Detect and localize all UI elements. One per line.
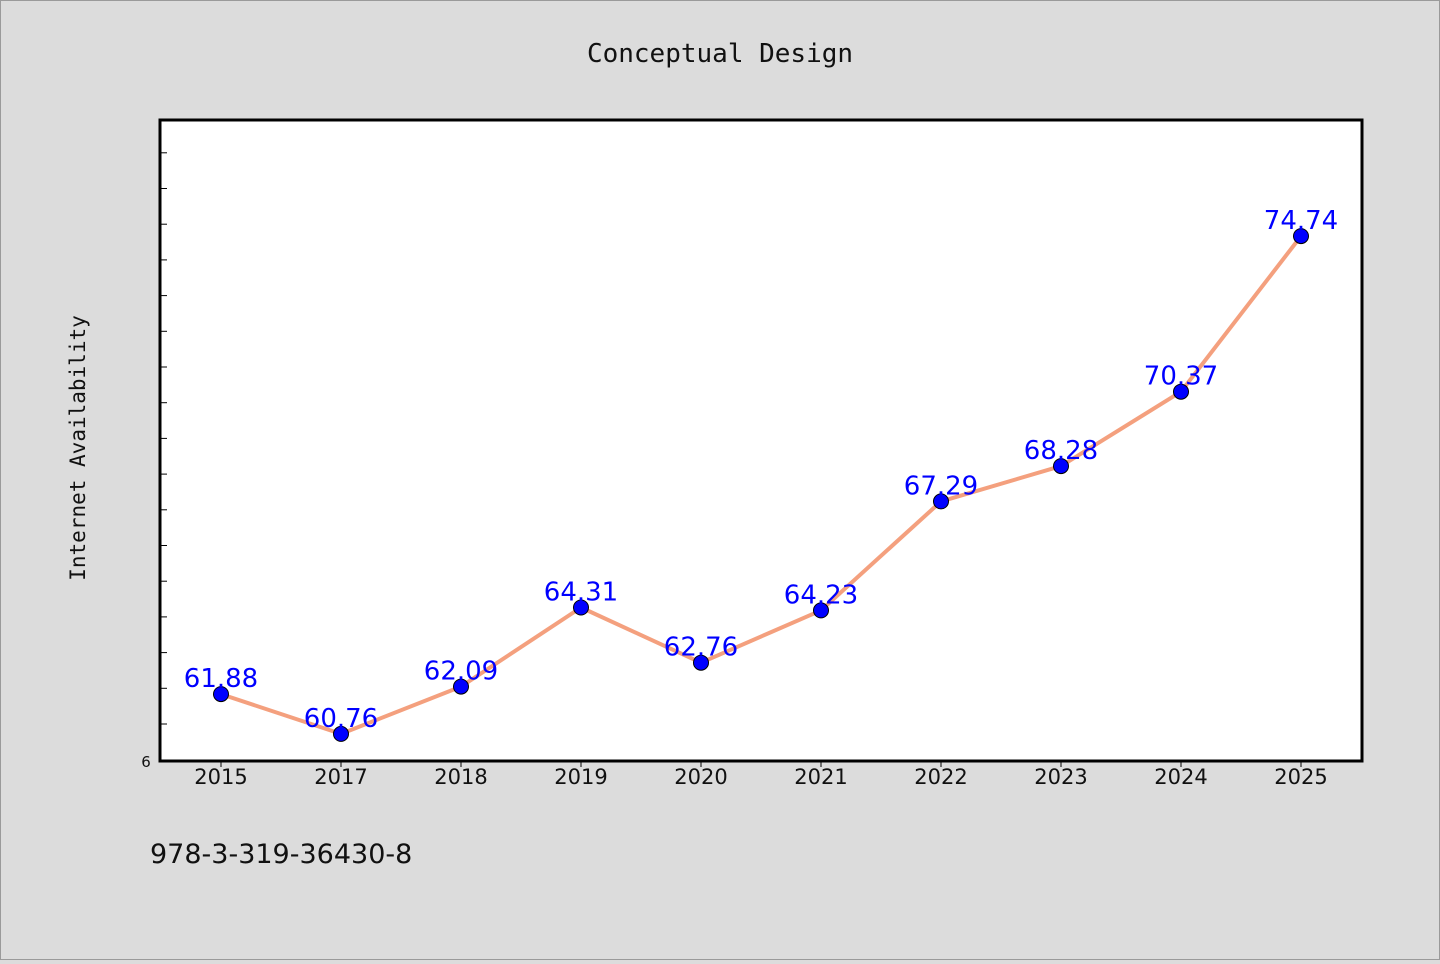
x-tick-label: 2025 (1274, 765, 1327, 789)
x-tick-label: 2020 (674, 765, 727, 789)
data-label: 74.74 (1264, 206, 1338, 236)
data-point (453, 678, 469, 695)
series-line (219, 234, 1303, 736)
data-point (213, 686, 229, 703)
data-label: 64.23 (784, 580, 858, 610)
data-point (813, 602, 829, 619)
footer-isbn: 978-3-319-36430-8 (150, 839, 412, 870)
x-axis-ticks: 2015 2017 2018 2019 2020 2021 2022 2023 2024 2025 (194, 761, 1328, 789)
plot-area (158, 118, 1364, 763)
series-markers (213, 228, 1309, 742)
x-tick-label: 2021 (794, 765, 847, 789)
data-label: 61.88 (184, 664, 258, 694)
y-axis-label: Internet Availability (66, 315, 90, 581)
data-point (1053, 458, 1069, 475)
x-tick-label: 2024 (1154, 765, 1207, 789)
x-tick-label: 2022 (914, 765, 967, 789)
data-point (333, 725, 349, 742)
y-tick-label: 6 (141, 753, 151, 771)
data-label: 70.37 (1144, 362, 1218, 392)
data-labels: 61.88 60.76 62.09 64.31 62.76 64.23 67.29 68.28… (184, 206, 1338, 734)
x-tick-label: 2023 (1034, 765, 1087, 789)
data-label: 67.29 (904, 471, 978, 501)
data-point (933, 493, 949, 510)
data-label: 62.09 (424, 657, 498, 687)
data-point (1293, 228, 1309, 245)
y-axis-ticks (160, 152, 167, 725)
x-tick-label: 2015 (194, 765, 247, 789)
data-point (573, 599, 589, 616)
data-label: 62.76 (664, 633, 738, 663)
data-label: 68.28 (1024, 436, 1098, 466)
x-tick-label: 2017 (314, 765, 367, 789)
x-tick-label: 2019 (554, 765, 607, 789)
x-tick-label: 2018 (434, 765, 487, 789)
chart-title: Conceptual Design (587, 39, 853, 69)
data-label: 64.31 (544, 578, 618, 608)
data-point (1173, 383, 1189, 400)
data-label: 60.76 (304, 704, 378, 734)
data-point (693, 654, 709, 671)
